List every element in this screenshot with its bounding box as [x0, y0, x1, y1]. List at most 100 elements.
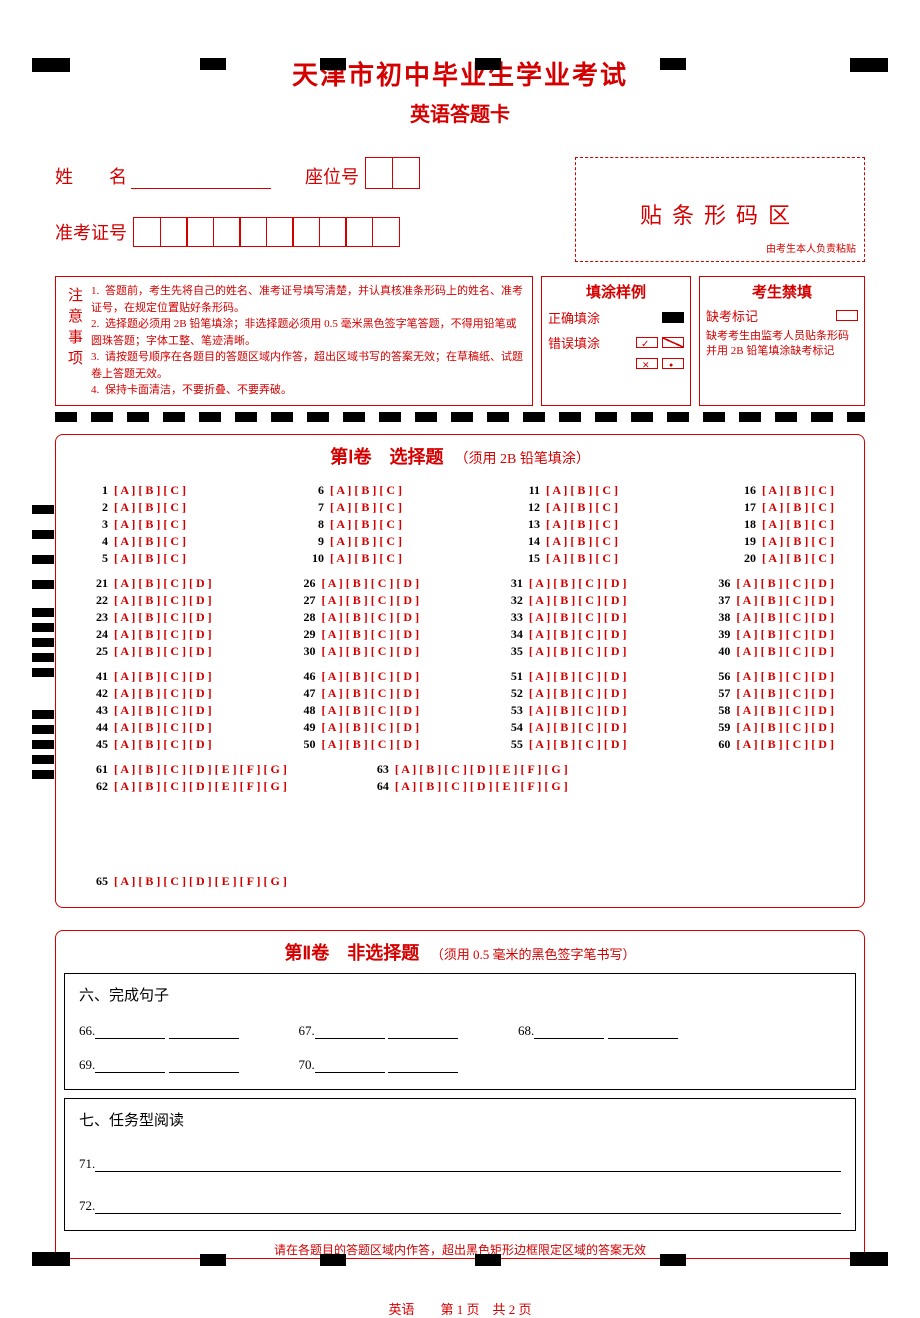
- seat-label: 座位号: [305, 163, 359, 189]
- mc-row-42[interactable]: 42[ A ] [ B ] [ C ] [ D ]: [86, 686, 212, 701]
- info-row: 注意事项 1.答题前，考生先将自己的姓名、准考证号填写清楚，并认真核准条形码上的…: [55, 276, 865, 406]
- mc-row-24[interactable]: 24[ A ] [ B ] [ C ] [ D ]: [86, 627, 212, 642]
- mc-row-46[interactable]: 46[ A ] [ B ] [ C ] [ D ]: [293, 669, 419, 684]
- mc-row-25[interactable]: 25[ A ] [ B ] [ C ] [ D ]: [86, 644, 212, 659]
- mc-row-4[interactable]: 4[ A ] [ B ] [ C ]: [86, 534, 186, 549]
- mc-row-62[interactable]: 62[ A ] [ B ] [ C ] [ D ] [ E ] [ F ] [ …: [86, 779, 287, 794]
- mc-row-63[interactable]: 63[ A ] [ B ] [ C ] [ D ] [ E ] [ F ] [ …: [367, 762, 568, 777]
- mc-row-22[interactable]: 22[ A ] [ B ] [ C ] [ D ]: [86, 593, 212, 608]
- forbid-box: 考生禁填 缺考标记 缺考考生由监考人员贴条形码并用 2B 铅笔填涂缺考标记: [699, 276, 865, 406]
- mc-row-44[interactable]: 44[ A ] [ B ] [ C ] [ D ]: [86, 720, 212, 735]
- mc-row-6[interactable]: 6[ A ] [ B ] [ C ]: [302, 483, 402, 498]
- bubble-dot-icon: [662, 358, 684, 369]
- blank-71[interactable]: 71.: [79, 1156, 841, 1172]
- exam-id-label: 准考证号: [55, 219, 127, 245]
- mc-row-17[interactable]: 17[ A ] [ B ] [ C ]: [734, 500, 834, 515]
- mc-row-37[interactable]: 37[ A ] [ B ] [ C ] [ D ]: [708, 593, 834, 608]
- mc-row-34[interactable]: 34[ A ] [ B ] [ C ] [ D ]: [501, 627, 627, 642]
- mc-row-58[interactable]: 58[ A ] [ B ] [ C ] [ D ]: [708, 703, 834, 718]
- mc-row-11[interactable]: 11[ A ] [ B ] [ C ]: [518, 483, 618, 498]
- mc-row-47[interactable]: 47[ A ] [ B ] [ C ] [ D ]: [293, 686, 419, 701]
- mc-row-65[interactable]: 65[ A ] [ B ] [ C ] [ D ] [ E ] [ F ] [ …: [86, 874, 287, 889]
- mc-row-3[interactable]: 3[ A ] [ B ] [ C ]: [86, 517, 186, 532]
- wrong-fill-label: 错误填涂: [548, 333, 600, 352]
- section-2: 第Ⅱ卷 非选择题 （须用 0.5 毫米的黑色签字笔书写） 六、完成句子 66. …: [55, 930, 865, 1259]
- mc-row-12[interactable]: 12[ A ] [ B ] [ C ]: [518, 500, 618, 515]
- blank-68[interactable]: 68.: [518, 1023, 678, 1039]
- mc-row-35[interactable]: 35[ A ] [ B ] [ C ] [ D ]: [501, 644, 627, 659]
- mc-row-59[interactable]: 59[ A ] [ B ] [ C ] [ D ]: [708, 720, 834, 735]
- mc-row-27[interactable]: 27[ A ] [ B ] [ C ] [ D ]: [293, 593, 419, 608]
- mc-row-15[interactable]: 15[ A ] [ B ] [ C ]: [518, 551, 618, 566]
- mc-row-9[interactable]: 9[ A ] [ B ] [ C ]: [302, 534, 402, 549]
- blank-72[interactable]: 72.: [79, 1198, 841, 1214]
- mc-row-30[interactable]: 30[ A ] [ B ] [ C ] [ D ]: [293, 644, 419, 659]
- mc-row-7[interactable]: 7[ A ] [ B ] [ C ]: [302, 500, 402, 515]
- mc-row-23[interactable]: 23[ A ] [ B ] [ C ] [ D ]: [86, 610, 212, 625]
- mc-row-64[interactable]: 64[ A ] [ B ] [ C ] [ D ] [ E ] [ F ] [ …: [367, 779, 568, 794]
- mc-row-29[interactable]: 29[ A ] [ B ] [ C ] [ D ]: [293, 627, 419, 642]
- notice-box: 注意事项 1.答题前，考生先将自己的姓名、准考证号填写清楚，并认真核准条形码上的…: [55, 276, 533, 406]
- mc-row-49[interactable]: 49[ A ] [ B ] [ C ] [ D ]: [293, 720, 419, 735]
- mc-row-40[interactable]: 40[ A ] [ B ] [ C ] [ D ]: [708, 644, 834, 659]
- q7-heading: 七、任务型阅读: [79, 1109, 841, 1130]
- mc-row-60[interactable]: 60[ A ] [ B ] [ C ] [ D ]: [708, 737, 834, 752]
- bubble-slash-icon: [662, 337, 684, 348]
- mc-group-21-40: 21[ A ] [ B ] [ C ] [ D ] 22[ A ] [ B ] […: [56, 566, 864, 659]
- section-1: 第Ⅰ卷 选择题 （须用 2B 铅笔填涂） 1[ A ] [ B ] [ C ]2…: [55, 434, 865, 908]
- mc-row-5[interactable]: 5[ A ] [ B ] [ C ]: [86, 551, 186, 566]
- mc-row-28[interactable]: 28[ A ] [ B ] [ C ] [ D ]: [293, 610, 419, 625]
- mc-row-50[interactable]: 50[ A ] [ B ] [ C ] [ D ]: [293, 737, 419, 752]
- mc-row-51[interactable]: 51[ A ] [ B ] [ C ] [ D ]: [501, 669, 627, 684]
- mc-row-14[interactable]: 14[ A ] [ B ] [ C ]: [518, 534, 618, 549]
- mc-row-53[interactable]: 53[ A ] [ B ] [ C ] [ D ]: [501, 703, 627, 718]
- name-field[interactable]: [131, 167, 271, 189]
- mc-row-19[interactable]: 19[ A ] [ B ] [ C ]: [734, 534, 834, 549]
- absent-bubble-icon: [836, 310, 858, 321]
- blank-66[interactable]: 66.: [79, 1023, 239, 1039]
- mc-row-31[interactable]: 31[ A ] [ B ] [ C ] [ D ]: [501, 576, 627, 591]
- mc-row-32[interactable]: 32[ A ] [ B ] [ C ] [ D ]: [501, 593, 627, 608]
- mc-row-33[interactable]: 33[ A ] [ B ] [ C ] [ D ]: [501, 610, 627, 625]
- blank-69[interactable]: 69.: [79, 1057, 239, 1073]
- barcode-title: 贴条形码区: [576, 198, 864, 230]
- mc-row-8[interactable]: 8[ A ] [ B ] [ C ]: [302, 517, 402, 532]
- mc-row-55[interactable]: 55[ A ] [ B ] [ C ] [ D ]: [501, 737, 627, 752]
- blank-67[interactable]: 67.: [299, 1023, 459, 1039]
- section2-warning: 请在各题目的答题区域内作答，超出黑色矩形边框限定区域的答案无效: [56, 1241, 864, 1258]
- mc-row-18[interactable]: 18[ A ] [ B ] [ C ]: [734, 517, 834, 532]
- sheet-subtitle: 英语答题卡: [55, 98, 865, 127]
- mc-row-26[interactable]: 26[ A ] [ B ] [ C ] [ D ]: [293, 576, 419, 591]
- mc-row-16[interactable]: 16[ A ] [ B ] [ C ]: [734, 483, 834, 498]
- mc-row-54[interactable]: 54[ A ] [ B ] [ C ] [ D ]: [501, 720, 627, 735]
- q6-heading: 六、完成句子: [79, 984, 841, 1005]
- mc-row-52[interactable]: 52[ A ] [ B ] [ C ] [ D ]: [501, 686, 627, 701]
- mc-row-38[interactable]: 38[ A ] [ B ] [ C ] [ D ]: [708, 610, 834, 625]
- mc-row-36[interactable]: 36[ A ] [ B ] [ C ] [ D ]: [708, 576, 834, 591]
- mc-row-57[interactable]: 57[ A ] [ B ] [ C ] [ D ]: [708, 686, 834, 701]
- mc-row-21[interactable]: 21[ A ] [ B ] [ C ] [ D ]: [86, 576, 212, 591]
- fill-example-title: 填涂样例: [548, 281, 684, 302]
- seat-boxes[interactable]: [365, 157, 420, 189]
- mc-row-13[interactable]: 13[ A ] [ B ] [ C ]: [518, 517, 618, 532]
- mc-row-41[interactable]: 41[ A ] [ B ] [ C ] [ D ]: [86, 669, 212, 684]
- mc-row-48[interactable]: 48[ A ] [ B ] [ C ] [ D ]: [293, 703, 419, 718]
- blank-70[interactable]: 70.: [299, 1057, 459, 1073]
- mc-row-1[interactable]: 1[ A ] [ B ] [ C ]: [86, 483, 186, 498]
- mc-row-61[interactable]: 61[ A ] [ B ] [ C ] [ D ] [ E ] [ F ] [ …: [86, 762, 287, 777]
- page-footer: 英语 第 1 页 共 2 页: [55, 1299, 865, 1318]
- forbid-title: 考生禁填: [706, 281, 858, 302]
- mc-row-10[interactable]: 10[ A ] [ B ] [ C ]: [302, 551, 402, 566]
- mc-row-56[interactable]: 56[ A ] [ B ] [ C ] [ D ]: [708, 669, 834, 684]
- mc-row-45[interactable]: 45[ A ] [ B ] [ C ] [ D ]: [86, 737, 212, 752]
- mc-row-39[interactable]: 39[ A ] [ B ] [ C ] [ D ]: [708, 627, 834, 642]
- bubble-check-icon: [636, 337, 658, 348]
- forbid-text: 缺考考生由监考人员贴条形码并用 2B 铅笔填涂缺考标记: [706, 329, 858, 360]
- mc-group-41-60: 41[ A ] [ B ] [ C ] [ D ] 42[ A ] [ B ] […: [56, 659, 864, 752]
- answer-sheet-page: 天津市初中毕业生学业考试 英语答题卡 姓 名 座位号 准考证号 贴条形码区 由考…: [0, 0, 920, 1302]
- mc-row-20[interactable]: 20[ A ] [ B ] [ C ]: [734, 551, 834, 566]
- exam-id-boxes[interactable]: [133, 217, 400, 247]
- mc-row-43[interactable]: 43[ A ] [ B ] [ C ] [ D ]: [86, 703, 212, 718]
- header-row: 姓 名 座位号 准考证号 贴条形码区 由考生本人负责粘贴: [55, 157, 865, 262]
- mc-row-2[interactable]: 2[ A ] [ B ] [ C ]: [86, 500, 186, 515]
